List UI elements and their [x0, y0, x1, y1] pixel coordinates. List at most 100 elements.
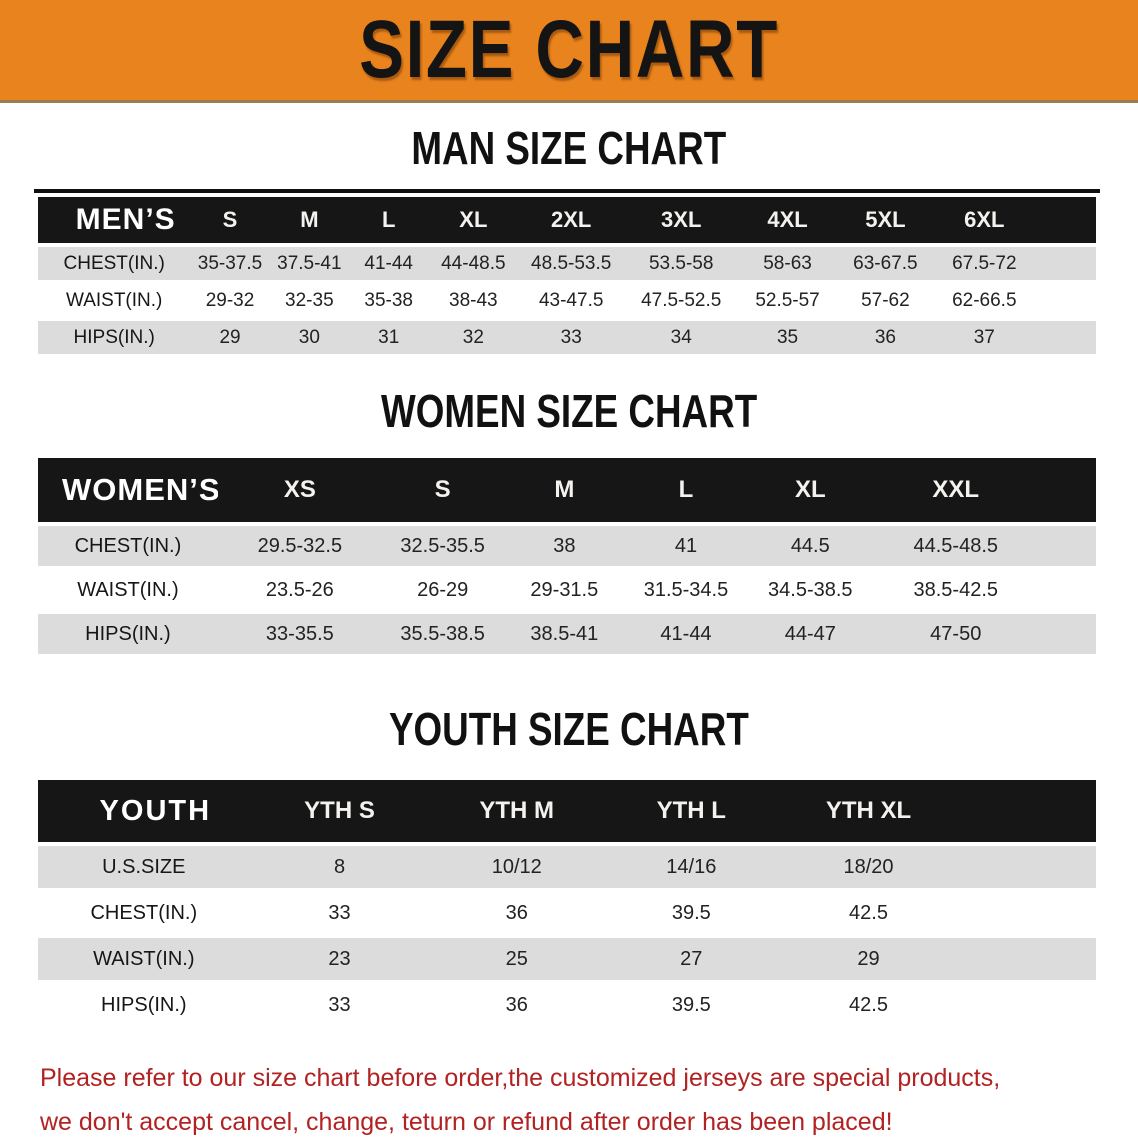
table-cell: 41-44: [364, 252, 413, 274]
column-header: XXL: [932, 476, 980, 503]
table-cell: 33: [328, 901, 351, 924]
spacer-cell: [1035, 247, 1096, 280]
table-cell: 42.5: [849, 901, 888, 924]
table-cell: 30: [298, 326, 320, 348]
row-label: HIPS(IN.): [73, 326, 155, 348]
column-header: L: [678, 476, 694, 503]
spacer-cell: [1038, 458, 1096, 522]
table-cell: 10/12: [491, 855, 542, 878]
table-cell: 48.5-53.5: [531, 252, 612, 274]
column-header: YTH S: [304, 797, 375, 824]
table-cell: 35: [776, 326, 799, 348]
table-title-cell: YOUTH: [99, 794, 212, 827]
spacer-cell: [958, 938, 1096, 980]
column-header: XS: [283, 476, 316, 503]
column-header: 6XL: [964, 207, 1005, 232]
row-label: CHEST(IN.): [74, 534, 182, 557]
table-header-row: WOMEN’S XS S M L XL XXL: [38, 458, 1096, 522]
column-header: 3XL: [661, 207, 702, 232]
column-header: XL: [459, 207, 488, 232]
spacer-cell: [1035, 284, 1096, 317]
spacer-cell: [958, 892, 1096, 934]
column-header: S: [222, 207, 238, 232]
table-cell: 67.5-72: [952, 252, 1017, 274]
table-cell: 27: [680, 947, 703, 970]
table-cell: 35-37.5: [197, 252, 263, 274]
row-label: U.S.SIZE: [102, 855, 186, 878]
table-cell: 8: [333, 855, 346, 878]
row-label: WAIST(IN.): [93, 947, 195, 970]
table-cell: 26-29: [417, 578, 469, 601]
column-header: 2XL: [551, 207, 592, 232]
table-cell: 34.5-38.5: [768, 578, 853, 601]
banner-title: SIZE CHART: [359, 4, 779, 95]
table-cell: 57-62: [861, 289, 910, 311]
row-label: HIPS(IN.): [101, 993, 187, 1016]
table-cell: 37.5-41: [277, 252, 342, 274]
table-cell: 53.5-58: [648, 252, 714, 274]
table-row: HIPS(IN.) 33 36 39.5 42.5: [38, 984, 1096, 1026]
table-cell: 14/16: [666, 855, 717, 878]
table-cell: 29-32: [205, 289, 255, 311]
size-chart-banner: SIZE CHART: [0, 0, 1138, 103]
spacer-cell: [1035, 197, 1096, 243]
table-cell: 35.5-38.5: [400, 622, 485, 645]
table-header-row: MEN’S S M L XL 2XL 3XL 4XL 5XL 6XL: [38, 197, 1096, 243]
spacer-cell: [958, 846, 1096, 888]
column-header: M: [554, 476, 575, 503]
disclaimer-text: Please refer to our size chart before or…: [40, 1056, 1128, 1144]
spacer-cell: [1038, 570, 1096, 610]
table-row: CHEST(IN.) 33 36 39.5 42.5: [38, 892, 1096, 934]
table-cell: 47.5-52.5: [641, 289, 722, 311]
table-cell: 18/20: [843, 855, 894, 878]
disclaimer-line-2: we don't accept cancel, change, teturn o…: [40, 1108, 893, 1136]
column-header: YTH XL: [825, 797, 912, 824]
men-section-heading: MAN SIZE CHART: [0, 121, 1138, 175]
table-cell: 62-66.5: [952, 289, 1017, 311]
table-row: HIPS(IN.) 29 30 31 32 33 34 35 36 37: [38, 321, 1096, 354]
youth-section-heading: YOUTH SIZE CHART: [0, 702, 1138, 756]
column-header: YTH M: [479, 797, 555, 824]
table-cell: 44.5: [790, 534, 830, 557]
table-row: CHEST(IN.) 29.5-32.5 32.5-35.5 38 41 44.5 44.5…: [38, 526, 1096, 566]
table-header-row: YOUTH YTH S YTH M YTH L YTH XL: [38, 780, 1096, 842]
table-cell: 29-31.5: [530, 578, 599, 601]
table-cell: 36: [505, 993, 528, 1016]
table-cell: 32.5-35.5: [400, 534, 485, 557]
row-label: CHEST(IN.): [90, 901, 198, 924]
table-cell: 38: [553, 534, 576, 557]
table-row: WAIST(IN.) 23 25 27 29: [38, 938, 1096, 980]
table-cell: 63-67.5: [853, 252, 918, 274]
row-label: WAIST(IN.): [77, 578, 179, 601]
spacer-cell: [958, 780, 1096, 842]
spacer-cell: [958, 984, 1096, 1026]
column-header: L: [381, 207, 396, 232]
men-section-heading-text: MAN SIZE CHART: [411, 122, 727, 174]
table-cell: 38.5-41: [530, 622, 599, 645]
women-size-table: WOMEN’S XS S M L XL XXL CHEST(IN.) 29.5-32.5 32.…: [38, 454, 1096, 658]
table-cell: 29: [219, 326, 241, 348]
table-cell: 23: [328, 947, 351, 970]
row-label: CHEST(IN.): [63, 252, 165, 274]
disclaimer-line-1: Please refer to our size chart before or…: [40, 1064, 1001, 1092]
table-cell: 44-48.5: [441, 252, 506, 274]
spacer-cell: [1038, 614, 1096, 654]
table-cell: 23.5-26: [265, 578, 334, 601]
table-cell: 43-47.5: [538, 289, 604, 311]
spacer-cell: [1035, 321, 1096, 354]
men-size-table: MEN’S S M L XL 2XL 3XL 4XL 5XL 6XL CHEST(IN.) 35-3…: [38, 193, 1096, 358]
table-cell: 41-44: [660, 622, 712, 645]
table-row: WAIST(IN.) 23.5-26 26-29 29-31.5 31.5-34.5 34…: [38, 570, 1096, 610]
table-cell: 42.5: [849, 993, 888, 1016]
table-cell: 25: [505, 947, 528, 970]
table-cell: 44.5-48.5: [913, 534, 999, 557]
men-table-top-rule: [34, 189, 1100, 193]
table-cell: 38.5-42.5: [913, 578, 999, 601]
table-cell: 37: [973, 326, 995, 348]
table-cell: 34: [670, 326, 692, 348]
table-cell: 35-38: [364, 289, 413, 311]
youth-size-table: YOUTH YTH S YTH M YTH L YTH XL U.S.SIZE 8 10/1…: [38, 776, 1096, 1030]
column-header: S: [434, 476, 451, 503]
table-cell: 29.5-32.5: [257, 534, 343, 557]
column-header: XL: [794, 476, 826, 503]
